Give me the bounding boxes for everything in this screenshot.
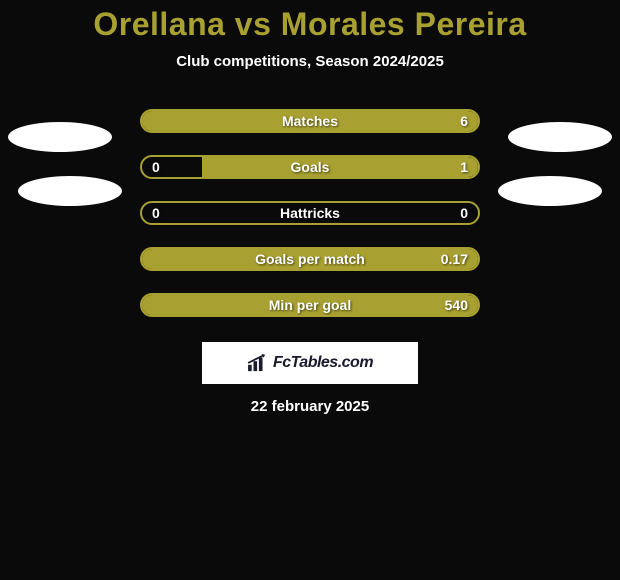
stat-bar: Goals 0 1: [140, 155, 480, 179]
stat-bar: Goals per match 0.17: [140, 247, 480, 271]
stat-row: Matches 6: [0, 98, 620, 144]
stat-label: Goals: [291, 159, 330, 175]
stat-value-left: 0: [152, 159, 160, 175]
stat-row: Goals per match 0.17: [0, 236, 620, 282]
stat-value-right: 0: [460, 205, 468, 221]
stat-bar: Min per goal 540: [140, 293, 480, 317]
stat-row: Hattricks 0 0: [0, 190, 620, 236]
stats-area: Matches 6 Goals 0 1 Hattricks 0 0 Goals per matc…: [0, 98, 620, 328]
stat-value-right: 1: [460, 159, 468, 175]
stat-value-left: 0: [152, 205, 160, 221]
date-label: 22 february 2025: [0, 398, 620, 415]
logo-text: FcTables.com: [273, 354, 373, 372]
stat-label: Matches: [282, 113, 338, 129]
comparison-card: Orellana vs Morales Pereira Club competi…: [0, 0, 620, 415]
stat-label: Goals per match: [255, 251, 365, 267]
source-logo[interactable]: FcTables.com: [202, 342, 418, 384]
stat-bar: Matches 6: [140, 109, 480, 133]
stat-row: Min per goal 540: [0, 282, 620, 328]
stat-bar: Hattricks 0 0: [140, 201, 480, 225]
bar-chart-icon: [247, 354, 269, 372]
subtitle: Club competitions, Season 2024/2025: [0, 53, 620, 70]
stat-label: Hattricks: [280, 205, 340, 221]
page-title: Orellana vs Morales Pereira: [0, 6, 620, 43]
stat-value-right: 540: [445, 297, 468, 313]
stat-value-right: 6: [460, 113, 468, 129]
stat-row: Goals 0 1: [0, 144, 620, 190]
stat-value-right: 0.17: [441, 251, 468, 267]
stat-label: Min per goal: [269, 297, 351, 313]
